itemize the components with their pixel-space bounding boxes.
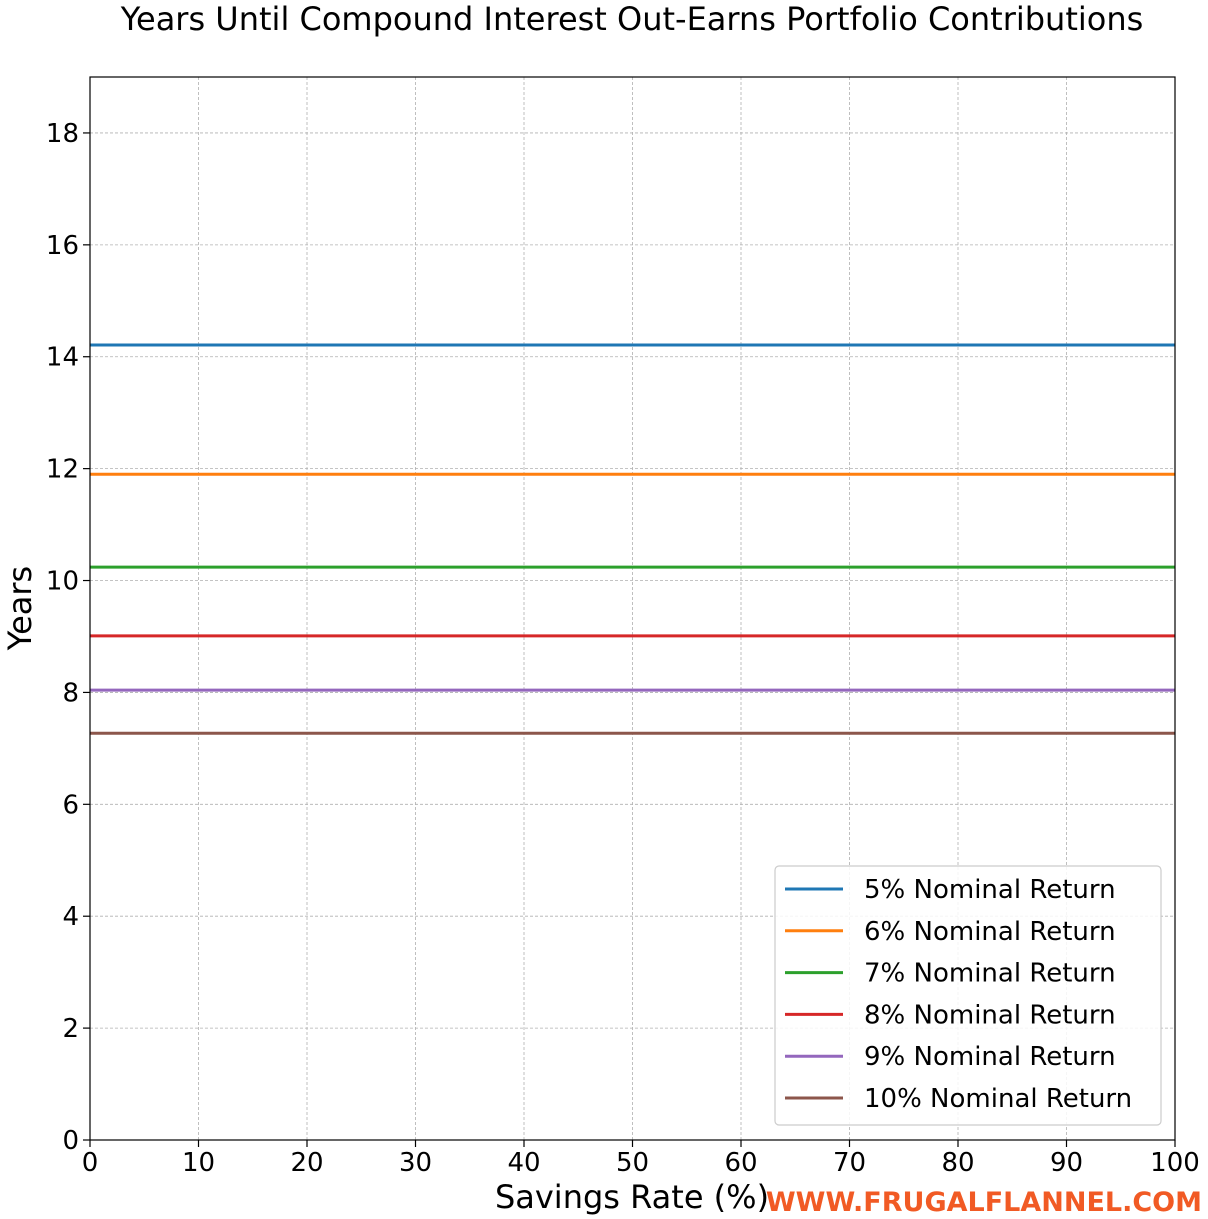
- x-tick-label: 40: [507, 1148, 540, 1178]
- series-lines: [90, 343, 1175, 735]
- x-tick-label: 30: [399, 1148, 432, 1178]
- legend-label: 8% Nominal Return: [864, 1000, 1116, 1030]
- x-tick-label: 10: [182, 1148, 215, 1178]
- legend-label: 7% Nominal Return: [864, 959, 1116, 989]
- legend-box: [774, 865, 1162, 1126]
- x-axis-title: Savings Rate (%): [495, 1178, 769, 1216]
- legend-label: 6% Nominal Return: [864, 917, 1116, 947]
- x-tick-label: 20: [290, 1148, 323, 1178]
- legend: 5% Nominal Return 6% Nominal Return 7% Nom…: [774, 865, 1162, 1126]
- x-tick-label: 80: [941, 1148, 974, 1178]
- y-tick-label: 8: [62, 678, 79, 708]
- y-tick-label: 18: [46, 119, 79, 149]
- watermark-text: WWW.FRUGALFLANNEL.COM: [766, 1187, 1202, 1218]
- y-tick-label: 6: [62, 790, 79, 820]
- x-tick-label: 90: [1050, 1148, 1083, 1178]
- y-tick-label: 14: [46, 343, 79, 373]
- y-tick-label: 4: [62, 902, 79, 932]
- x-tick-label: 50: [616, 1148, 649, 1178]
- axis-ticks: 0 10 20 30 40 50 60 70 80 90 100 0 2 4 6 8 10 12 14 16 18: [46, 119, 1200, 1178]
- y-axis-title: Years: [1, 566, 39, 651]
- chart-title: Years Until Compound Interest Out-Earns …: [120, 0, 1144, 38]
- y-tick-label: 2: [62, 1014, 79, 1044]
- y-tick-label: 0: [62, 1126, 79, 1156]
- y-tick-label: 16: [46, 231, 79, 261]
- legend-label: 5% Nominal Return: [864, 875, 1116, 905]
- x-tick-label: 100: [1150, 1148, 1200, 1178]
- x-tick-label: 60: [724, 1148, 757, 1178]
- legend-label: 10% Nominal Return: [864, 1084, 1132, 1114]
- y-tick-label: 10: [46, 567, 79, 597]
- legend-label: 9% Nominal Return: [864, 1042, 1116, 1072]
- y-tick-label: 12: [46, 455, 79, 485]
- x-tick-label: 70: [833, 1148, 866, 1178]
- x-tick-label: 0: [82, 1148, 99, 1178]
